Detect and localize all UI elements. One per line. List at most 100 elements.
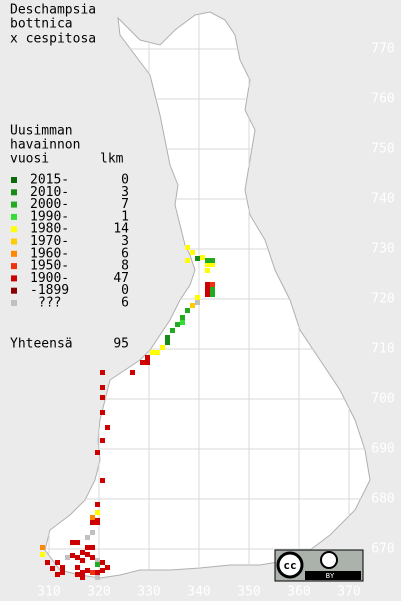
legend-label: ??? <box>38 296 61 311</box>
observation-cell <box>75 540 80 545</box>
observation-cell <box>85 535 90 540</box>
observation-cell <box>100 395 105 400</box>
observation-cell <box>100 370 105 375</box>
legend-label: 2000- <box>30 197 69 212</box>
legend-label: 1990- <box>30 209 69 224</box>
legend-header: Uusimman <box>10 124 73 139</box>
observation-cell <box>75 555 80 560</box>
observation-cell <box>80 558 85 563</box>
y-label: 760 <box>371 92 394 107</box>
observation-cell <box>185 308 190 313</box>
y-label: 690 <box>371 442 394 457</box>
legend-header: havainnon <box>10 138 80 153</box>
observation-cell <box>150 350 155 355</box>
legend-label: 1900- <box>30 271 69 286</box>
observation-cell <box>60 565 65 570</box>
observation-cell <box>195 300 200 305</box>
observation-cell <box>80 570 85 575</box>
badge-label: BY <box>326 572 335 580</box>
legend-label: -1899 <box>30 283 69 298</box>
observation-cell <box>185 258 190 263</box>
observation-cell <box>165 335 170 340</box>
legend-swatch <box>11 226 17 233</box>
observation-cell <box>90 555 95 560</box>
legend-swatch <box>11 177 17 183</box>
legend-count: 7 <box>121 197 129 212</box>
observation-cell <box>205 262 210 267</box>
x-label: 340 <box>187 585 210 600</box>
observation-cell <box>90 520 95 525</box>
observation-cell <box>70 553 75 558</box>
y-label: 700 <box>371 392 394 407</box>
y-label: 770 <box>371 42 394 57</box>
legend-count: 47 <box>113 271 129 286</box>
observation-cell <box>105 425 110 430</box>
observation-cell <box>210 292 215 297</box>
x-label: 360 <box>287 585 310 600</box>
observation-cell <box>95 570 100 575</box>
observation-cell <box>200 255 205 260</box>
observation-cell <box>165 340 170 345</box>
observation-cell <box>100 410 105 415</box>
legend-swatch <box>11 300 17 306</box>
legend-count: 6 <box>121 246 129 261</box>
observation-cell <box>100 560 105 565</box>
legend-count: 0 <box>121 283 129 298</box>
legend-label: 1950- <box>30 259 69 274</box>
observation-cell <box>95 562 100 567</box>
observation-cell <box>145 360 150 365</box>
observation-cell <box>100 478 105 483</box>
legend-count: 14 <box>113 222 129 237</box>
observation-cell <box>210 287 215 292</box>
observation-cell <box>175 322 180 327</box>
observation-cell <box>210 258 215 263</box>
observation-cell <box>180 315 185 320</box>
observation-cell <box>95 510 100 515</box>
observation-cell <box>90 530 95 535</box>
y-label: 720 <box>371 292 394 307</box>
legend-label: 2015- <box>30 173 69 188</box>
observation-cell <box>40 552 45 557</box>
observation-cell <box>160 345 165 350</box>
legend-label: 2010- <box>30 185 69 200</box>
observation-cell <box>55 572 60 577</box>
observation-cell <box>55 560 60 565</box>
observation-cell <box>100 385 105 390</box>
y-label: 750 <box>371 142 394 157</box>
title-line: bottnica <box>10 17 73 32</box>
cc-icon-text: cc <box>283 559 296 572</box>
legend-swatch <box>11 189 17 196</box>
title-line: Deschampsia <box>10 3 96 18</box>
legend-count: 3 <box>121 234 129 249</box>
observation-cell <box>65 555 70 560</box>
x-label: 320 <box>87 585 110 600</box>
x-label: 310 <box>37 585 60 600</box>
observation-cell <box>95 502 100 507</box>
legend-label: 1960- <box>30 246 69 261</box>
observation-cell <box>145 355 150 360</box>
observation-cell <box>140 360 145 365</box>
observation-cell <box>85 552 90 557</box>
badge-strip <box>305 571 361 580</box>
x-label: 350 <box>237 585 260 600</box>
legend-label: 1970- <box>30 234 69 249</box>
observation-cell <box>85 568 90 573</box>
observation-cell <box>50 566 55 571</box>
legend-count: 8 <box>121 259 129 274</box>
legend-swatch <box>11 287 17 294</box>
observation-cell <box>180 320 185 325</box>
observation-cell <box>205 287 210 292</box>
legend-count: 0 <box>121 173 129 188</box>
legend-total-label: Yhteensä <box>10 337 73 352</box>
observation-cell <box>185 245 190 250</box>
y-label: 680 <box>371 492 394 507</box>
observation-cell <box>95 575 100 580</box>
legend-swatch <box>11 263 17 270</box>
observation-cell <box>210 282 215 287</box>
observation-cell <box>75 572 80 577</box>
observation-cell <box>70 540 75 545</box>
observation-cell <box>80 575 85 580</box>
legend-count-header: lkm <box>100 152 124 167</box>
